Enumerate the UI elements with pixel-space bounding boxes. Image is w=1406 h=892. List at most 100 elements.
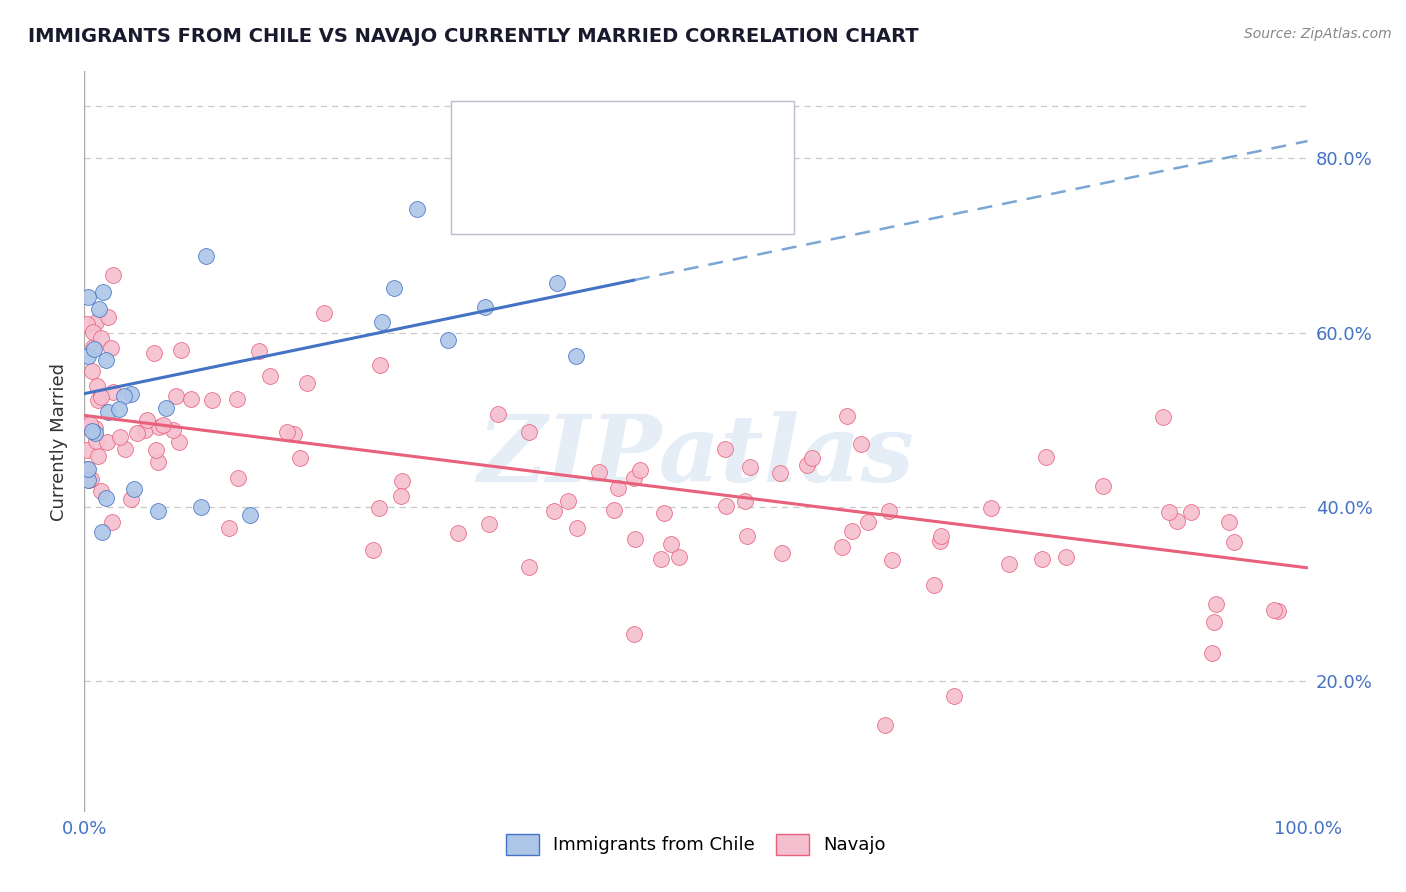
Point xyxy=(86,378,108,392)
Point xyxy=(101,516,124,530)
Point xyxy=(97,310,120,324)
Point xyxy=(122,482,145,496)
Point xyxy=(1035,450,1057,464)
Point xyxy=(83,426,105,441)
Point xyxy=(297,376,319,391)
Point xyxy=(922,577,945,591)
Point xyxy=(283,427,305,442)
Point xyxy=(447,526,470,541)
Point xyxy=(218,521,240,535)
Point xyxy=(714,442,737,456)
Point xyxy=(391,474,413,488)
Point xyxy=(623,471,645,485)
Point xyxy=(406,202,429,216)
Point xyxy=(90,331,112,345)
Point xyxy=(437,333,460,347)
Point xyxy=(856,516,879,530)
Y-axis label: Currently Married: Currently Married xyxy=(49,362,67,521)
Point xyxy=(82,340,104,354)
Point xyxy=(659,537,682,551)
Point xyxy=(80,364,103,378)
Point xyxy=(368,358,391,372)
Point xyxy=(288,450,311,465)
Point xyxy=(225,392,247,406)
Point xyxy=(77,474,100,488)
Point xyxy=(929,529,952,543)
Point xyxy=(841,524,863,538)
Point xyxy=(474,300,496,314)
Legend: Immigrants from Chile, Navajo: Immigrants from Chile, Navajo xyxy=(506,834,886,855)
Point xyxy=(90,484,112,499)
Point xyxy=(546,276,568,290)
Point xyxy=(152,417,174,432)
Text: Source: ZipAtlas.com: Source: ZipAtlas.com xyxy=(1244,27,1392,41)
Point xyxy=(120,386,142,401)
Point xyxy=(929,534,952,549)
Point xyxy=(942,689,965,703)
Point xyxy=(247,343,270,358)
Point xyxy=(1222,535,1244,549)
Point xyxy=(543,504,565,518)
Point xyxy=(239,508,262,522)
Point xyxy=(200,392,222,407)
Point xyxy=(142,346,165,360)
Point xyxy=(90,391,112,405)
Point xyxy=(87,301,110,316)
Point xyxy=(91,524,114,539)
Point xyxy=(1031,552,1053,566)
Point xyxy=(148,419,170,434)
Point xyxy=(312,306,335,320)
Point xyxy=(112,389,135,403)
Point xyxy=(770,546,793,560)
Point xyxy=(1218,515,1240,529)
Point xyxy=(628,463,651,477)
Point xyxy=(478,516,501,531)
Point xyxy=(77,462,100,476)
Point xyxy=(1054,550,1077,565)
Text: IMMIGRANTS FROM CHILE VS NAVAJO CURRENTLY MARRIED CORRELATION CHART: IMMIGRANTS FROM CHILE VS NAVAJO CURRENTL… xyxy=(28,27,918,45)
Point xyxy=(557,493,579,508)
Point xyxy=(517,425,540,440)
Point xyxy=(155,401,177,415)
Point xyxy=(120,492,142,507)
Point xyxy=(1267,604,1289,618)
Point xyxy=(606,481,628,495)
Point xyxy=(84,421,107,435)
Point xyxy=(1091,479,1114,493)
Point xyxy=(835,409,858,424)
Point xyxy=(170,343,193,357)
Point xyxy=(87,449,110,463)
Point xyxy=(114,442,136,457)
Point xyxy=(361,543,384,558)
Point xyxy=(125,426,148,441)
Point xyxy=(652,506,675,520)
Point xyxy=(94,353,117,368)
Point xyxy=(371,315,394,329)
Point xyxy=(623,626,645,640)
Point xyxy=(980,500,1002,515)
Point xyxy=(714,499,737,513)
Point xyxy=(486,407,509,421)
Point xyxy=(801,450,824,465)
Point xyxy=(162,423,184,437)
Point xyxy=(259,369,281,384)
Point xyxy=(226,470,249,484)
Point xyxy=(101,268,124,282)
Point xyxy=(1152,410,1174,425)
Point xyxy=(565,521,588,535)
Point xyxy=(136,413,159,427)
Point xyxy=(108,430,131,444)
Point xyxy=(882,553,904,567)
Point xyxy=(86,392,108,407)
Point xyxy=(1263,603,1285,617)
Point xyxy=(831,540,853,554)
Point xyxy=(180,392,202,407)
Point xyxy=(77,473,100,487)
Point xyxy=(76,317,98,331)
Point xyxy=(76,461,98,475)
Point xyxy=(84,316,107,330)
Point xyxy=(134,423,156,437)
Point xyxy=(101,384,124,399)
Point xyxy=(1205,598,1227,612)
Point xyxy=(84,434,107,449)
